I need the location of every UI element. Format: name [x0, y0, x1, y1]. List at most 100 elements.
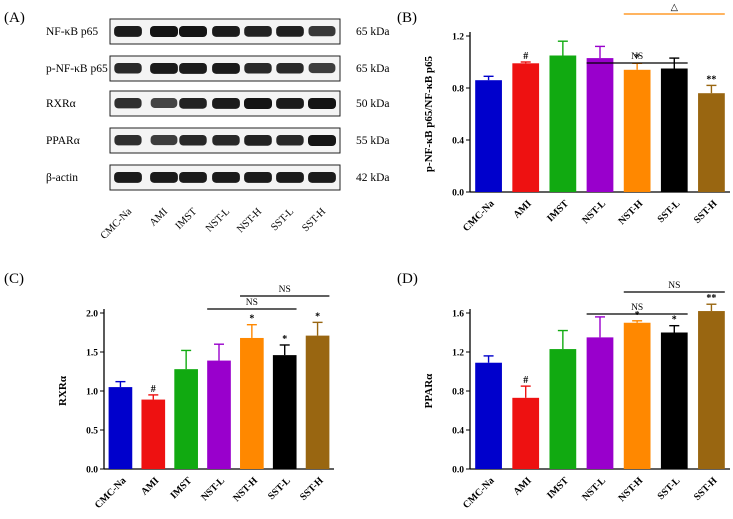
blot-label-2: RXRα	[46, 98, 76, 110]
lane-label-2: IMST	[174, 206, 200, 232]
blot-size-1: 65 kDa	[356, 63, 390, 75]
x-tick-label-nst-l: NST-L	[199, 475, 227, 503]
bracket-label-1: NS	[668, 281, 680, 291]
bar-nst-h	[623, 322, 651, 469]
blot-band-1-6	[308, 63, 336, 74]
blot-band-2-4	[244, 98, 272, 109]
blot-band-0-4	[244, 26, 272, 37]
chart-b: 0.0 0.4 0.8 1.2 p-NF-κB p65/NF-κB p65 CMC-Na #…	[423, 3, 730, 234]
bar-sst-h	[698, 93, 725, 192]
bracket-label-1: △	[671, 3, 679, 13]
sig-mark-sst-h: **	[706, 74, 716, 85]
bracket-label-1: NS	[279, 285, 291, 295]
blot-band-3-3	[212, 135, 240, 146]
bar-imst	[174, 369, 198, 469]
panel-letter-d: (D)	[397, 271, 418, 287]
blot-band-1-2	[179, 63, 207, 74]
sig-mark-nst-h: *	[249, 314, 254, 325]
blot-band-1-0	[114, 63, 142, 74]
bar-sst-l	[660, 332, 688, 469]
blot-band-2-3	[212, 98, 240, 109]
y-tick-label-2: 0.8	[452, 85, 464, 95]
lane-label-4: NST-H	[235, 206, 264, 235]
chart-c: 0.0 0.5 1.0 1.5 2.0 RXRα CMC-Na # AMI IMST NST-L * N…	[57, 285, 334, 511]
bar-cmc-na	[108, 387, 133, 469]
bar-cmc-na	[475, 80, 502, 192]
blot-label-0: NF-κB p65	[46, 26, 98, 38]
y-tick-label-0: 0.0	[452, 189, 464, 199]
bracket-label-0: NS	[631, 52, 643, 62]
x-tick-label-ami: AMI	[512, 198, 534, 220]
bracket-label-0: NS	[246, 298, 258, 308]
blot-band-3-0	[114, 135, 142, 146]
sig-mark-ami: #	[151, 384, 156, 395]
blot-band-4-2	[179, 172, 207, 183]
panel-letter-b: (B)	[397, 10, 417, 26]
y-axis-label: PPARα	[423, 373, 435, 409]
blot-band-4-0	[114, 172, 142, 183]
sig-mark-sst-h: **	[706, 293, 716, 304]
bar-nst-h	[240, 337, 264, 469]
blot-size-0: 65 kDa	[356, 26, 390, 38]
y-tick-label-1: 0.5	[86, 427, 98, 437]
x-tick-label-nst-h: NST-H	[231, 475, 260, 504]
x-tick-label-nst-h: NST-H	[617, 475, 646, 504]
western-blot: NF-κB p65 65 kDa p-NF-κB p65 65 kDa RXRα 50 k…	[46, 18, 390, 242]
sig-mark-ami: #	[523, 375, 528, 386]
blot-band-0-3	[212, 26, 240, 37]
y-axis-label: p-NF-κB p65/NF-κB p65	[423, 55, 435, 172]
lane-label-0: CMC-Na	[99, 206, 135, 242]
blot-band-1-5	[276, 63, 304, 74]
blot-band-4-3	[212, 172, 240, 183]
x-tick-label-cmc-na: CMC-Na	[461, 475, 497, 511]
x-tick-label-imst: IMST	[168, 475, 194, 501]
bar-sst-h	[305, 335, 330, 469]
blot-label-3: PPARα	[46, 135, 80, 147]
y-tick-label-1: 0.4	[452, 137, 464, 147]
lane-label-5: SST-L	[269, 206, 296, 233]
blot-size-4: 42 kDa	[356, 172, 390, 184]
sig-mark-sst-l: *	[282, 334, 287, 345]
y-tick-label-2: 1.0	[86, 388, 98, 398]
blot-band-0-5	[276, 26, 304, 37]
x-tick-label-sst-l: SST-L	[266, 475, 293, 502]
blot-band-2-6	[308, 98, 336, 109]
x-tick-label-cmc-na: CMC-Na	[461, 198, 497, 234]
blot-band-2-2	[179, 98, 207, 109]
x-tick-label-nst-h: NST-H	[617, 198, 646, 227]
bar-nst-l	[586, 58, 614, 192]
y-tick-label-0: 0.0	[86, 466, 98, 476]
x-tick-label-cmc-na: CMC-Na	[93, 475, 129, 511]
blot-band-2-0	[114, 98, 142, 109]
x-tick-label-imst: IMST	[545, 475, 571, 501]
panel-letter-a: (A)	[4, 10, 25, 26]
y-tick-label-3: 1.2	[452, 349, 464, 359]
bracket-label-0: NS	[631, 303, 643, 313]
x-tick-label-sst-h: SST-H	[692, 198, 720, 226]
lane-label-3: NST-L	[204, 206, 232, 234]
x-tick-label-nst-l: NST-L	[580, 475, 608, 503]
lane-label-6: SST-H	[300, 206, 328, 234]
chart-d: 0.0 0.4 0.8 1.2 1.6 PPARα CMC-Na # AMI IMST NST-L *…	[423, 281, 730, 511]
blot-band-3-6	[308, 135, 336, 146]
sig-mark-nst-h: *	[635, 310, 640, 321]
sig-mark-sst-h: *	[315, 311, 320, 322]
blot-band-3-5	[276, 135, 304, 146]
x-tick-label-ami: AMI	[512, 475, 534, 497]
y-tick-label-2: 0.8	[452, 388, 464, 398]
blot-band-2-5	[276, 98, 304, 109]
bar-ami	[141, 399, 166, 469]
blot-band-0-0	[114, 26, 142, 37]
blot-label-4: β-actin	[46, 172, 78, 184]
sig-mark-nst-h: *	[635, 52, 640, 63]
blot-size-3: 55 kDa	[356, 135, 390, 147]
x-tick-label-sst-l: SST-L	[656, 198, 683, 225]
bar-imst	[549, 55, 577, 192]
blot-band-4-6	[308, 172, 336, 183]
bar-ami	[512, 397, 540, 469]
blot-band-3-2	[179, 135, 207, 146]
blot-label-1: p-NF-κB p65	[46, 63, 108, 75]
bar-nst-l	[207, 360, 231, 469]
y-axis-label: RXRα	[57, 375, 69, 406]
y-tick-label-0: 0.0	[452, 466, 464, 476]
